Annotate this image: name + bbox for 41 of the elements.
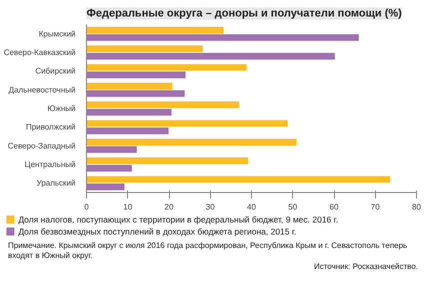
x-tick-label: 70	[370, 202, 380, 212]
bar	[86, 184, 124, 190]
legend-label: Доля безвозмездных поступлений в доходах бюджета региона, 2015 г.	[18, 226, 296, 236]
y-tick-label: Сибирский	[35, 66, 76, 76]
text: Источник: Росказначейство.	[314, 262, 418, 272]
bar	[86, 82, 172, 90]
y-tick-label: Крымский	[38, 29, 76, 38]
bar	[86, 138, 296, 146]
x-tick-label: 40	[247, 202, 256, 212]
chart-title: Федеральные округа – доноры и получатели помощи (%)	[86, 8, 402, 20]
y-tick-label: Северо-Западный	[8, 141, 76, 150]
x-tick-label: 50	[288, 202, 298, 212]
bar	[86, 157, 248, 164]
y-tick-label: Уральский	[36, 178, 76, 188]
bar	[86, 45, 203, 52]
y-tick-label: Дальневосточный	[8, 85, 76, 94]
bar	[86, 64, 247, 71]
x-tick-label: 80	[412, 202, 422, 212]
x-tick-label: 20	[164, 202, 174, 212]
bar	[86, 26, 224, 34]
x-tick-label: 10	[123, 202, 133, 212]
y-tick-label: Северо-Кавказский	[4, 48, 76, 57]
bar	[86, 90, 185, 97]
y-tick-label: Южный	[47, 104, 76, 113]
bar	[86, 164, 132, 172]
bar	[86, 72, 186, 78]
x-tick-label: 0	[84, 202, 90, 212]
bar	[86, 108, 172, 116]
x-tick-label: 30	[206, 202, 216, 212]
bar	[86, 176, 390, 183]
bar	[86, 146, 137, 153]
bar	[86, 101, 240, 108]
text: Примечание. Крымский округ с июля 2016 года расформирован, Республика Крым и г. Севастополь теперь входят в Южный округ.	[8, 241, 408, 261]
bar	[86, 52, 335, 60]
legend-label: Доля налогов, поступающих с территории в федеральный бюджет, 9 мес. 2016 г.	[18, 214, 338, 224]
y-tick-label: Центральный	[24, 160, 76, 169]
bar	[86, 34, 359, 41]
x-tick-label: 60	[330, 202, 339, 212]
bar	[86, 128, 169, 134]
bar	[86, 120, 288, 127]
y-tick-label: Приволжский	[26, 122, 76, 132]
